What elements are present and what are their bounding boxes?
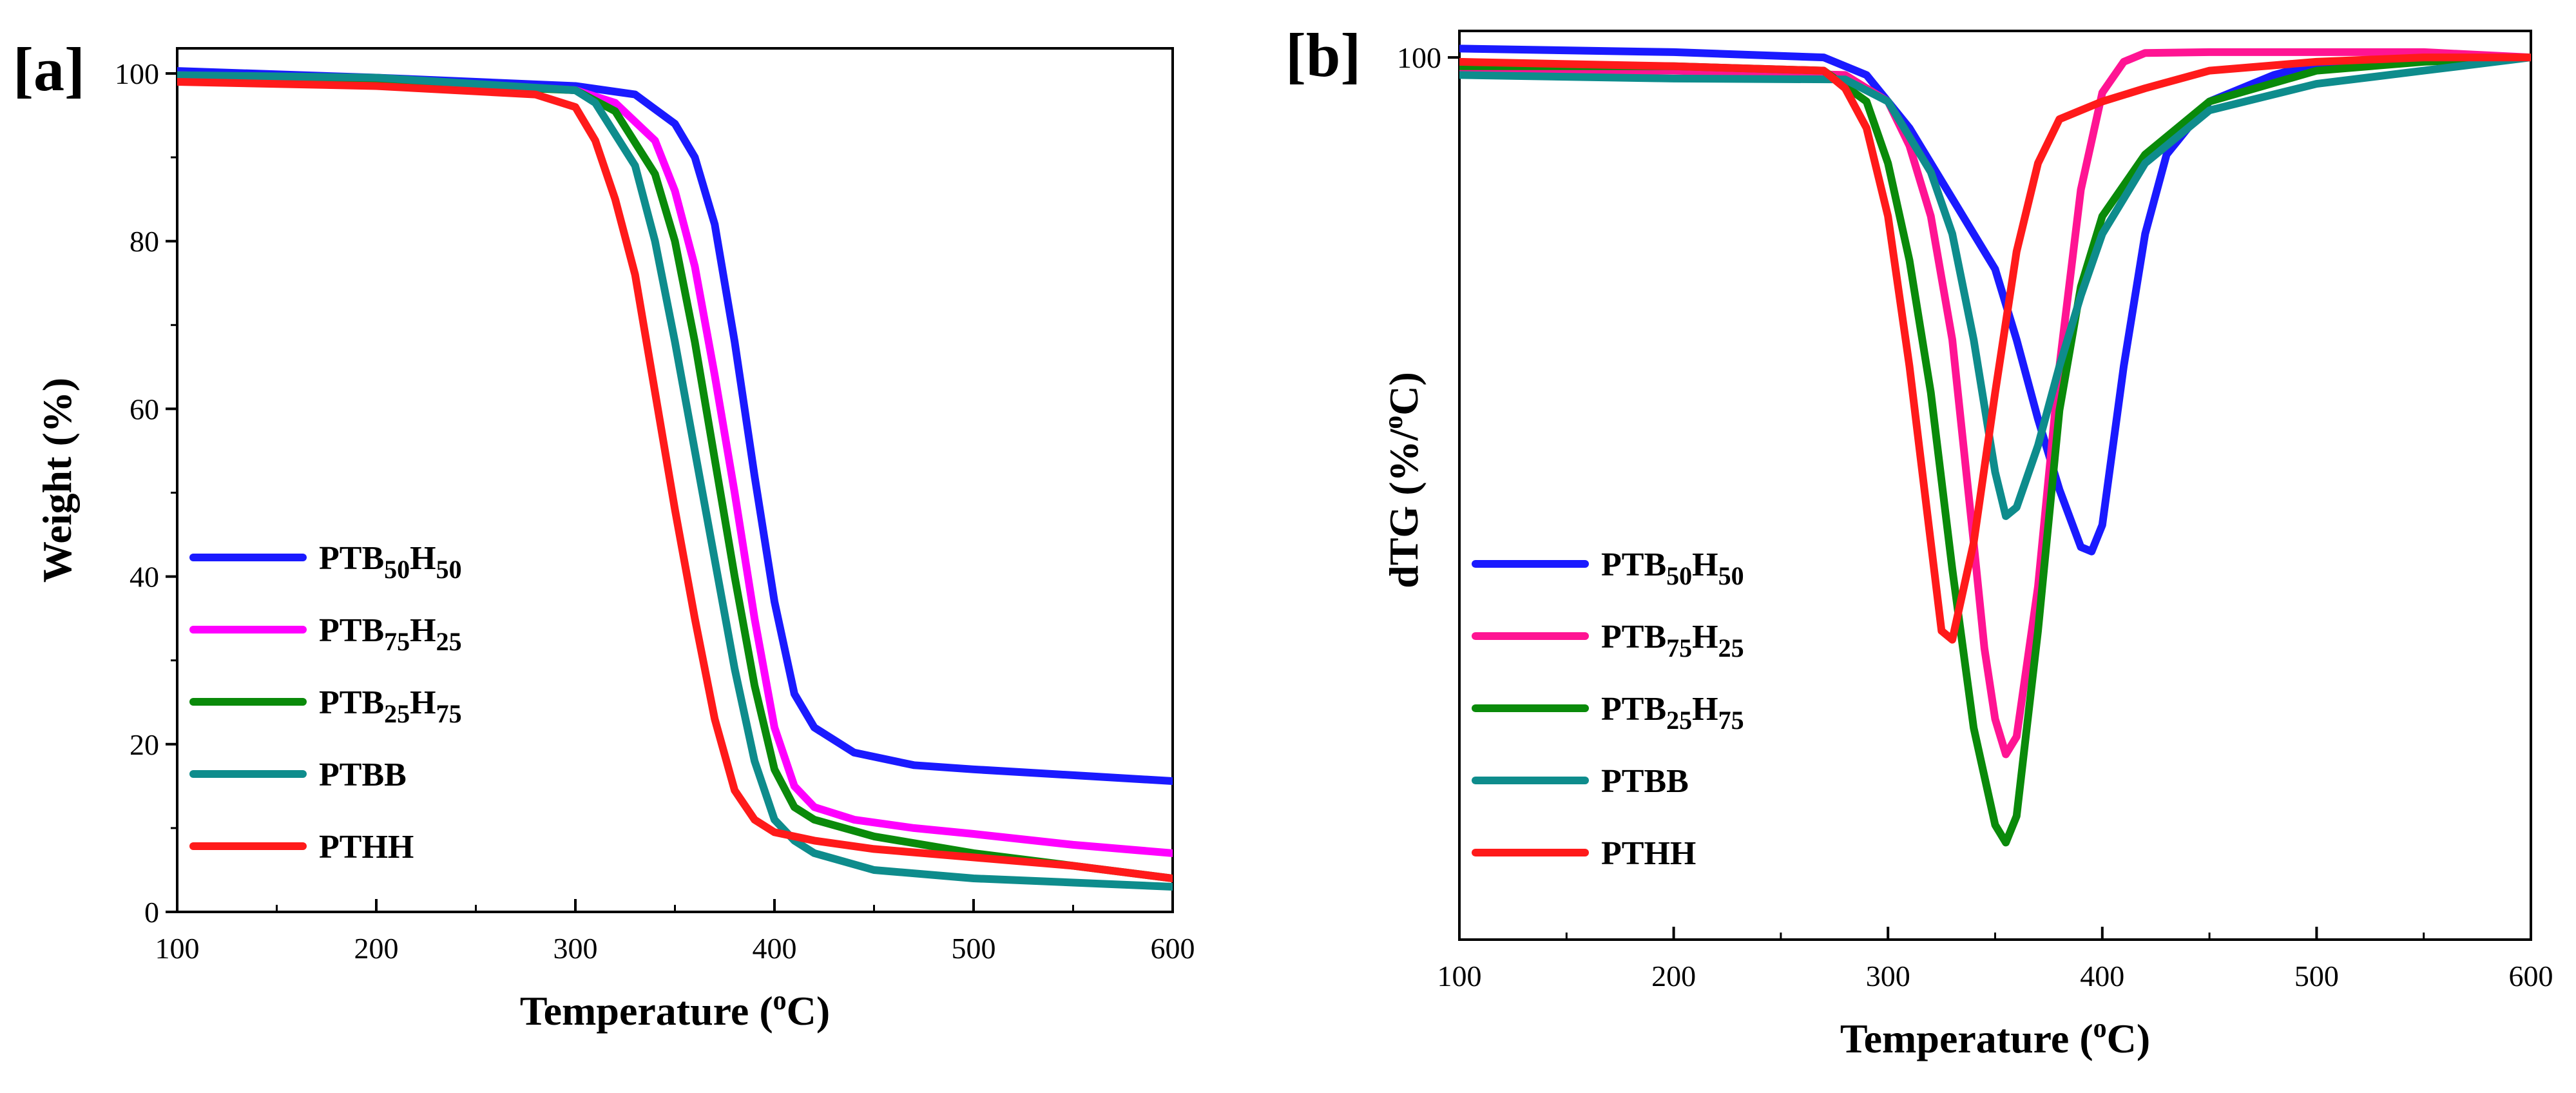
panel-b-x-tick-label: 500 <box>2294 960 2339 992</box>
panel-a-x-axis-title: Temperature (oC) <box>520 986 830 1034</box>
panel-b-y-tick-label: 100 <box>1397 41 1441 74</box>
panel-a-legend-label-ptb25h75: PTB25H75 <box>319 684 462 728</box>
panel-b-legend-label-ptb75h25: PTB75H25 <box>1601 619 1744 663</box>
panel-a-tga-chart: 100 200 300 400 500 600 0 20 40 60 80 100 [a] Tempera… <box>13 35 1195 1034</box>
panel-a-y-tick-label: 20 <box>130 728 159 761</box>
panel-b-series-line-ptbb <box>1459 53 2531 520</box>
panel-a-legend-label-ptbb: PTBB <box>319 757 407 793</box>
panel-a-legend-label-ptb75h25: PTB75H25 <box>319 612 462 656</box>
panel-b-x-tick-label: 400 <box>2080 960 2124 992</box>
panel-b-legend-label-pthh: PTHH <box>1601 835 1696 872</box>
panel-a-x-tick-label: 500 <box>952 932 996 965</box>
panel-a-y-axis-title: Weight (%) <box>34 378 80 583</box>
panel-b-x-tick-label: 100 <box>1437 960 1482 992</box>
panel-a-series-line-ptbb <box>177 71 1173 891</box>
panel-a-y-tick-label: 60 <box>130 392 159 425</box>
panel-b-x-tick-label: 600 <box>2509 960 2553 992</box>
panel-a-y-tick-label: 0 <box>144 896 159 929</box>
panel-b-legend-label-ptb25h75: PTB25H75 <box>1601 691 1744 735</box>
panel-b-legend-label-ptbb: PTBB <box>1601 763 1689 800</box>
panel-a-x-tick-label: 300 <box>553 932 598 965</box>
panel-a-series-line-ptb50h50 <box>177 67 1173 785</box>
panel-a-y-tick-label: 40 <box>130 561 159 594</box>
panel-b-x-axis-title: Temperature (oC) <box>1840 1014 2150 1061</box>
panel-a-y-tick-label: 100 <box>115 57 159 90</box>
panel-a-x-tick-label: 600 <box>1151 932 1195 965</box>
panel-a-series-line-pthh <box>177 78 1173 882</box>
panel-a-legend-label-pthh: PTHH <box>319 829 414 866</box>
panel-b-x-tick-label: 300 <box>1866 960 1910 992</box>
panel-b-series-line-ptb25h75 <box>1459 53 2531 847</box>
panel-b-series-line-pthh <box>1459 53 2531 644</box>
panel-b-x-tick-label: 200 <box>1651 960 1696 992</box>
panel-b-legend-label-ptb50h50: PTB50H50 <box>1601 546 1744 590</box>
panel-a-label: [a] <box>13 35 85 104</box>
panel-a-series-line-ptb25h75 <box>177 73 1173 882</box>
panel-b-y-axis-title: dTG (%/oC) <box>1379 372 1427 588</box>
panel-a-legend-label-ptb50h50: PTB50H50 <box>319 540 462 584</box>
panel-a-series-line-ptb75h25 <box>177 71 1173 857</box>
panel-a-x-tick-label: 100 <box>155 932 200 965</box>
panel-a-x-tick-label: 400 <box>753 932 797 965</box>
panel-a-x-tick-label: 200 <box>354 932 399 965</box>
panel-b-dtg-chart: 100 200 300 400 500 600 100 [b] Temperature (oC)… <box>1285 21 2553 1061</box>
panel-a-y-tick-label: 80 <box>130 225 159 258</box>
panel-b-label: [b] <box>1285 21 1361 90</box>
